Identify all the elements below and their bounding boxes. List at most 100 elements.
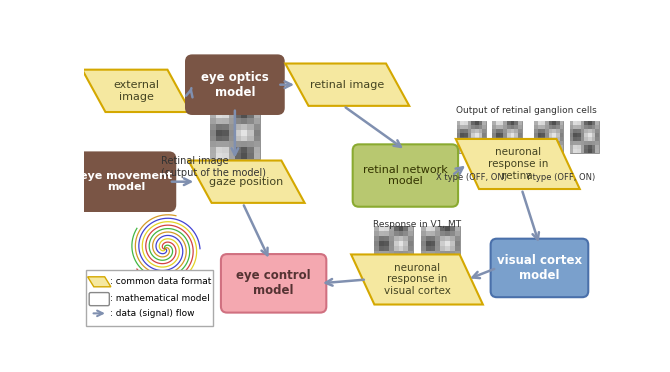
- Bar: [492, 145, 496, 149]
- Bar: [574, 129, 577, 133]
- Bar: [450, 231, 455, 236]
- Text: Retinal image
(output of the model): Retinal image (output of the model): [161, 156, 266, 178]
- Bar: [584, 141, 588, 145]
- Bar: [596, 137, 599, 141]
- Bar: [247, 153, 254, 158]
- Bar: [577, 125, 581, 129]
- Bar: [496, 133, 500, 137]
- Bar: [478, 133, 482, 137]
- Bar: [496, 125, 500, 129]
- Text: Output of retinal ganglion cells: Output of retinal ganglion cells: [456, 106, 596, 115]
- Bar: [379, 236, 384, 241]
- Bar: [574, 133, 577, 137]
- Bar: [471, 129, 475, 133]
- Bar: [482, 121, 486, 125]
- Bar: [460, 125, 464, 129]
- Bar: [570, 121, 574, 125]
- FancyBboxPatch shape: [490, 239, 588, 297]
- Bar: [475, 137, 478, 141]
- Bar: [581, 133, 584, 137]
- Bar: [570, 133, 574, 137]
- Text: : data (signal) flow: : data (signal) flow: [110, 309, 194, 318]
- Bar: [455, 231, 460, 236]
- Bar: [403, 236, 408, 241]
- Bar: [399, 246, 403, 251]
- Bar: [515, 141, 518, 145]
- Bar: [482, 149, 486, 153]
- Bar: [503, 137, 507, 141]
- Bar: [560, 121, 563, 125]
- Bar: [553, 133, 556, 137]
- Text: neuronal
response in
visual cortex: neuronal response in visual cortex: [383, 263, 450, 296]
- Bar: [471, 121, 475, 125]
- Text: Response in V1, MT: Response in V1, MT: [373, 220, 461, 229]
- Bar: [384, 241, 389, 246]
- Bar: [235, 130, 241, 135]
- Bar: [468, 145, 471, 149]
- Bar: [518, 137, 522, 141]
- Bar: [456, 137, 460, 141]
- Bar: [549, 125, 553, 129]
- Bar: [570, 121, 599, 153]
- Bar: [545, 137, 549, 141]
- Bar: [445, 246, 450, 251]
- Bar: [375, 226, 379, 231]
- Bar: [440, 241, 445, 246]
- Bar: [403, 231, 408, 236]
- Bar: [577, 121, 581, 125]
- Bar: [222, 124, 228, 130]
- Bar: [496, 137, 500, 141]
- Bar: [394, 262, 399, 266]
- Bar: [581, 129, 584, 133]
- Bar: [456, 149, 460, 153]
- Bar: [592, 145, 596, 149]
- Bar: [560, 149, 563, 153]
- Bar: [408, 256, 413, 262]
- Bar: [475, 141, 478, 145]
- Bar: [581, 145, 584, 149]
- Bar: [431, 251, 436, 256]
- Bar: [247, 135, 254, 141]
- Bar: [389, 241, 394, 246]
- Bar: [216, 118, 222, 124]
- Bar: [570, 125, 574, 129]
- Bar: [445, 231, 450, 236]
- Bar: [468, 121, 471, 125]
- Polygon shape: [88, 277, 111, 287]
- Bar: [503, 133, 507, 137]
- Bar: [515, 133, 518, 137]
- Text: eye movement
model: eye movement model: [80, 171, 172, 192]
- Bar: [228, 153, 235, 158]
- Bar: [560, 137, 563, 141]
- Bar: [500, 141, 503, 145]
- Bar: [216, 147, 222, 153]
- Bar: [584, 129, 588, 133]
- Bar: [596, 133, 599, 137]
- Bar: [534, 137, 538, 141]
- Bar: [403, 251, 408, 256]
- Bar: [577, 137, 581, 141]
- Bar: [222, 118, 228, 124]
- Bar: [596, 125, 599, 129]
- Bar: [471, 149, 475, 153]
- Bar: [228, 118, 235, 124]
- Bar: [556, 133, 560, 137]
- Bar: [574, 149, 577, 153]
- Bar: [592, 149, 596, 153]
- Bar: [574, 125, 577, 129]
- Bar: [425, 231, 431, 236]
- Bar: [408, 251, 413, 256]
- Bar: [216, 153, 222, 158]
- Bar: [210, 118, 216, 124]
- Bar: [475, 121, 478, 125]
- Bar: [549, 133, 553, 137]
- Bar: [588, 133, 592, 137]
- Bar: [511, 137, 515, 141]
- Bar: [216, 141, 222, 147]
- Bar: [482, 129, 486, 133]
- Bar: [515, 145, 518, 149]
- Bar: [394, 251, 399, 256]
- Bar: [456, 125, 460, 129]
- Bar: [241, 141, 247, 147]
- Bar: [399, 241, 403, 246]
